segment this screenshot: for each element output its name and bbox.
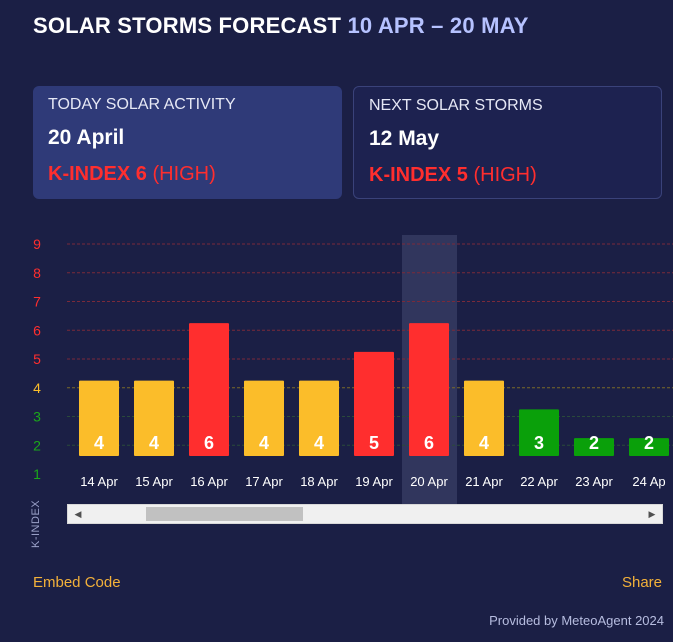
- y-tick-8: 8: [33, 265, 41, 281]
- bar-value-label: 4: [314, 433, 324, 453]
- page-title: SOLAR STORMS FORECAST 10 APR – 20 MAY: [33, 13, 529, 39]
- next-card-label: NEXT SOLAR STORMS: [369, 97, 543, 114]
- x-tick-label: 17 Apr: [245, 474, 283, 489]
- bar-23-apr: [574, 438, 614, 456]
- scroll-left-icon[interactable]: ◀: [74, 508, 82, 519]
- bar-value-label: 4: [479, 433, 489, 453]
- bar-15-apr: [134, 380, 174, 456]
- bar-22-apr: [519, 409, 559, 456]
- bar-value-label: 6: [204, 433, 214, 453]
- provider-credit: Provided by MeteoAgent 2024: [489, 613, 664, 628]
- y-tick-7: 7: [33, 294, 41, 310]
- bar-value-label: 4: [94, 433, 104, 453]
- y-tick-9: 9: [33, 236, 41, 252]
- today-card-label: TODAY SOLAR ACTIVITY: [48, 96, 236, 113]
- today-activity-card: TODAY SOLAR ACTIVITY 20 April K-INDEX 6 …: [33, 86, 342, 199]
- x-tick-label: 21 Apr: [465, 474, 503, 489]
- bar-21-apr: [464, 380, 504, 456]
- y-tick-5: 5: [33, 351, 41, 367]
- x-tick-label: 16 Apr: [190, 474, 228, 489]
- y-tick-6: 6: [33, 322, 41, 338]
- x-tick-label: 23 Apr: [575, 474, 613, 489]
- embed-code-link[interactable]: Embed Code: [33, 574, 121, 591]
- bar-value-label: 5: [369, 433, 379, 453]
- next-kindex-value: K-INDEX 5: [369, 164, 468, 186]
- x-tick-label: 18 Apr: [300, 474, 338, 489]
- bar-20-apr: [409, 323, 449, 456]
- y-tick-2: 2: [33, 437, 41, 453]
- kindex-chart-svg: 1 2 3 4 5 6 7 8 9 4 14 Apr 4 15 Apr 6 16 Apr 4 17 Apr 4 18…: [33, 235, 673, 505]
- y-tick-4: 4: [33, 380, 41, 396]
- bar-value-label: 4: [259, 433, 269, 453]
- today-kindex-value: K-INDEX 6: [48, 163, 147, 185]
- bar-19-apr: [354, 351, 394, 456]
- bar-14-apr: [79, 380, 119, 456]
- x-tick-label: 19 Apr: [355, 474, 393, 489]
- x-tick-label: 22 Apr: [520, 474, 558, 489]
- share-link[interactable]: Share: [621, 574, 662, 591]
- next-storms-card: NEXT SOLAR STORMS 12 May K-INDEX 5 (HIGH…: [353, 86, 662, 199]
- today-kindex-level: (HIGH): [152, 163, 216, 185]
- bar-value-label: 2: [644, 433, 654, 453]
- kindex-chart: 1 2 3 4 5 6 7 8 9 4 14 Apr 4 15 Apr 6 16 Apr 4 17 Apr 4 18…: [0, 230, 673, 520]
- x-tick-label: 14 Apr: [80, 474, 118, 489]
- x-tick-label: 20 Apr: [410, 474, 448, 489]
- scrollbar-thumb[interactable]: [146, 507, 303, 521]
- today-card-kindex: K-INDEX 6 (HIGH): [48, 163, 327, 186]
- bar-17-apr: [244, 380, 284, 456]
- next-card-date: 12 May: [369, 127, 440, 150]
- chart-horizontal-scrollbar[interactable]: ◀ ▶: [67, 504, 663, 524]
- bar-24-ap: [629, 438, 669, 456]
- bar-value-label: 4: [149, 433, 159, 453]
- title-date-range: 10 APR – 20 MAY: [347, 13, 529, 38]
- bar-16-apr: [189, 323, 229, 456]
- bar-value-label: 2: [589, 433, 599, 453]
- y-axis-label: K-INDEX: [30, 499, 42, 548]
- x-tick-label: 24 Ap: [632, 474, 665, 489]
- bar-value-label: 3: [534, 433, 544, 453]
- title-text: SOLAR STORMS FORECAST: [33, 13, 342, 38]
- scroll-right-icon[interactable]: ▶: [648, 508, 656, 519]
- y-tick-1: 1: [33, 466, 41, 482]
- bar-18-apr: [299, 380, 339, 456]
- next-kindex-level: (HIGH): [473, 164, 537, 186]
- next-card-kindex: K-INDEX 5 (HIGH): [369, 164, 646, 187]
- bar-value-label: 6: [424, 433, 434, 453]
- y-tick-3: 3: [33, 409, 41, 425]
- x-tick-label: 15 Apr: [135, 474, 173, 489]
- today-card-date: 20 April: [48, 126, 125, 149]
